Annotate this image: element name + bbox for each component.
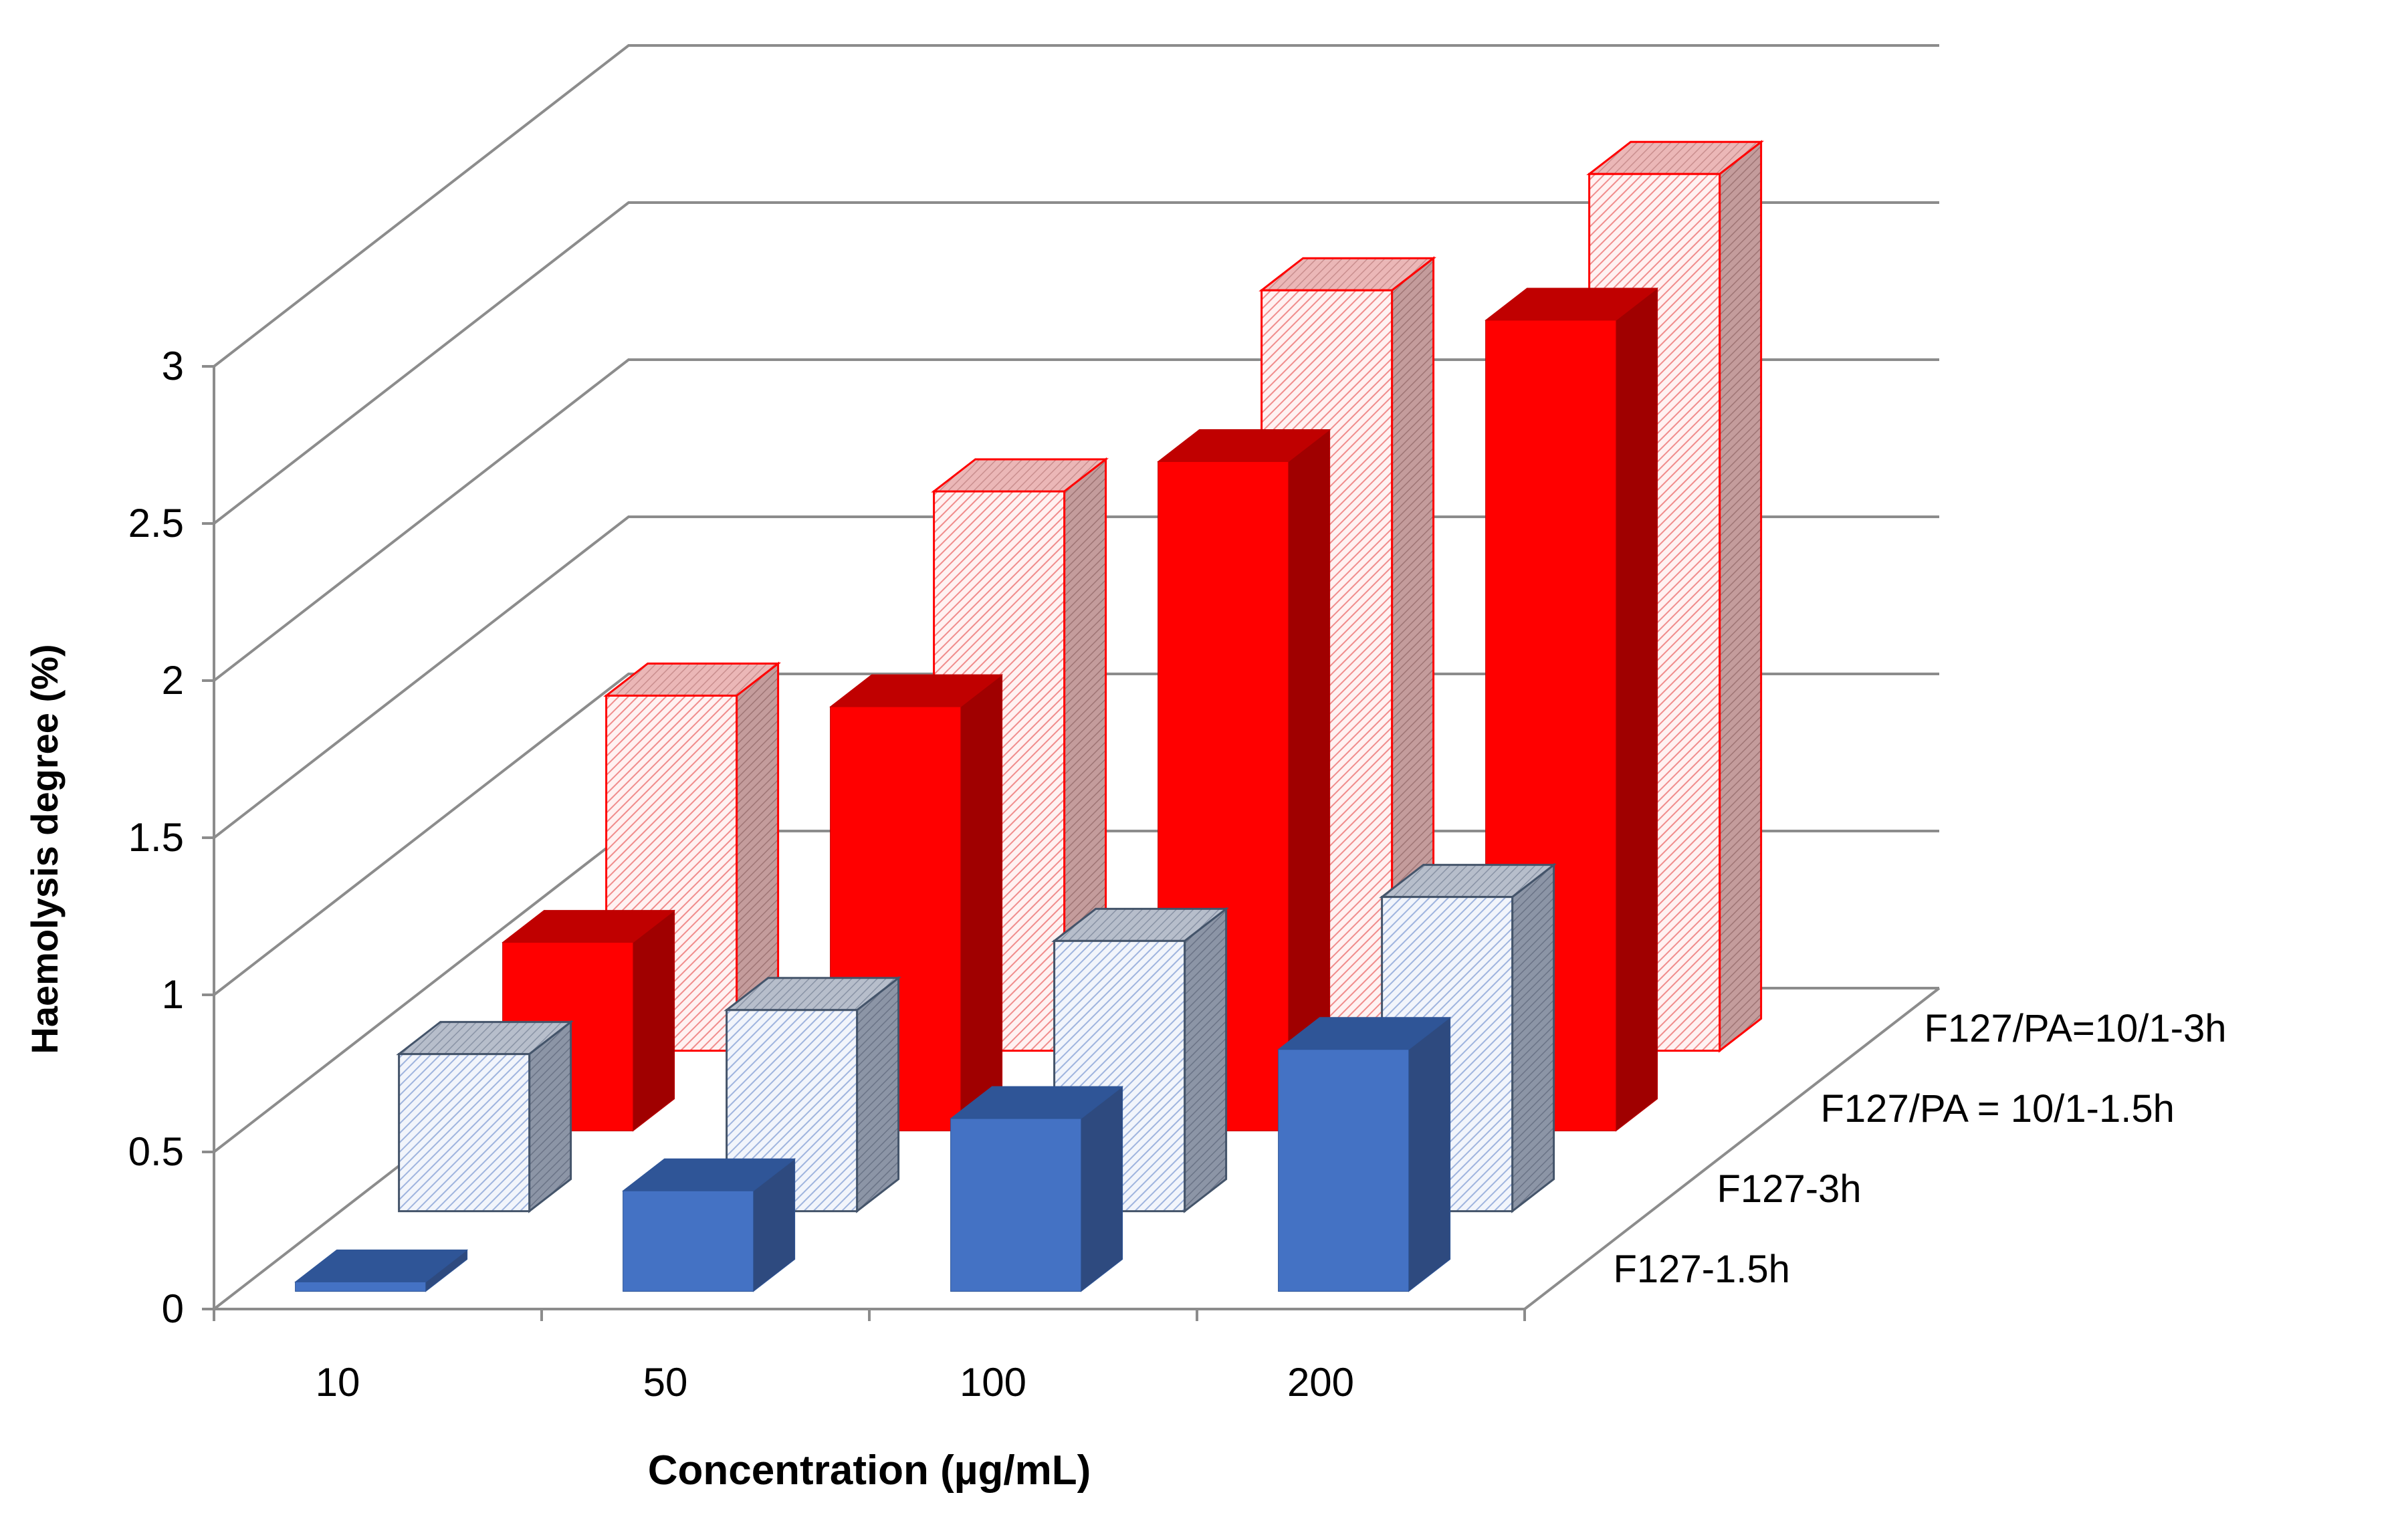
bar <box>829 674 1004 1132</box>
bar <box>950 1086 1124 1292</box>
bar <box>294 1249 469 1292</box>
x-tick-label: 10 <box>316 1360 360 1405</box>
bar-side-face <box>1408 1016 1451 1292</box>
y-tick-label: 1.5 <box>128 815 184 860</box>
x-tick-label: 50 <box>643 1360 688 1405</box>
gridline <box>213 201 1939 525</box>
bar-side-face <box>856 975 900 1213</box>
y-tick-label: 1 <box>162 972 184 1017</box>
series-label: F127-1.5h <box>1614 1248 1790 1291</box>
bar <box>1277 1016 1452 1292</box>
x-tick-label: 200 <box>1287 1360 1354 1405</box>
series-label: F127/PA=10/1-3h <box>1925 1007 2227 1050</box>
bar-front-face <box>623 1190 754 1292</box>
bar-side-face <box>1616 287 1658 1132</box>
bar-side-face <box>1081 1086 1123 1292</box>
y-tick-label: 2.5 <box>128 501 184 546</box>
bar <box>396 1020 574 1213</box>
y-axis-label: Haemolysis degree (%) <box>23 644 66 1054</box>
y-tick-label: 0 <box>162 1286 184 1331</box>
x-axis-label: Concentration (µg/mL) <box>648 1447 1091 1494</box>
bar <box>622 1158 796 1292</box>
chart-labels: Haemolysis degree (%) Concentration (µg/… <box>23 344 2226 1494</box>
series-label: F127/PA = 10/1-1.5h <box>1821 1087 2175 1131</box>
bar-side-face <box>1719 140 1763 1053</box>
bar-front-face <box>1278 1049 1410 1292</box>
bar-side-face <box>1511 862 1555 1213</box>
bar-front-face <box>950 1118 1082 1292</box>
bar-front-face <box>295 1282 427 1292</box>
x-tick-label: 100 <box>960 1360 1026 1405</box>
bar-front-face <box>398 1053 531 1213</box>
y-tick-label: 0.5 <box>128 1129 184 1174</box>
gridline <box>213 44 1939 368</box>
bar-side-face <box>960 674 1003 1132</box>
series-label: F127-3h <box>1717 1167 1862 1211</box>
y-tick-label: 2 <box>162 658 184 703</box>
chart-bars <box>294 140 1764 1292</box>
bar-side-face <box>633 909 675 1132</box>
bar-side-face <box>1184 907 1228 1213</box>
y-tick-label: 3 <box>162 344 184 388</box>
chart-walls <box>202 44 1941 1321</box>
